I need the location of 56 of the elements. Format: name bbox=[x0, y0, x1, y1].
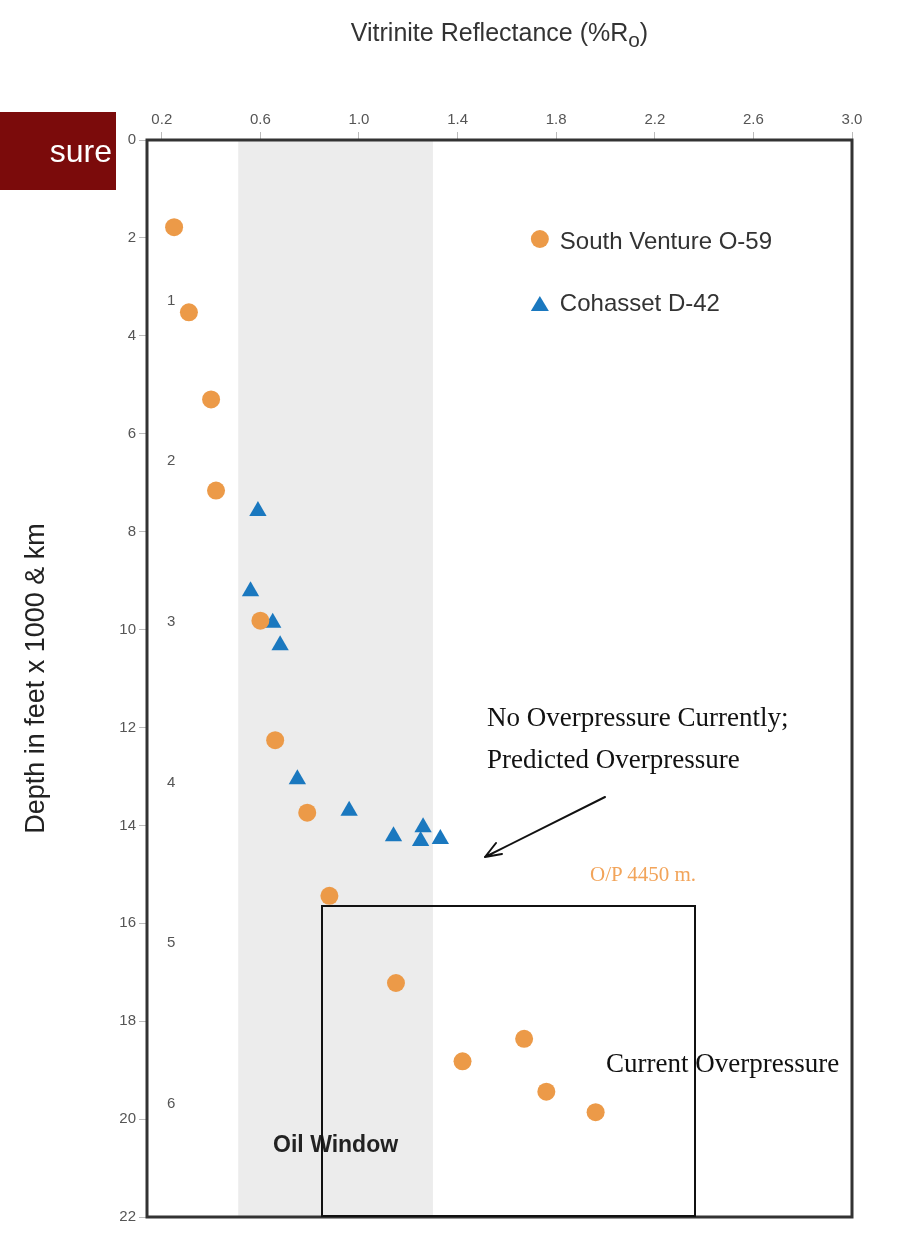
x-axis-title: Vitrinite Reflectance (%R$_{o}$) bbox=[349, 18, 650, 52]
y2-tick-label: 4 bbox=[167, 772, 176, 790]
y2-tick-label: 1 bbox=[167, 290, 176, 308]
point bbox=[249, 501, 267, 517]
x-tick-label: 1.4 bbox=[447, 110, 469, 128]
point bbox=[340, 800, 358, 816]
point bbox=[384, 826, 403, 842]
x-tick-label: 2.2 bbox=[644, 110, 666, 128]
y-tick-label: 0 bbox=[127, 130, 136, 148]
y2-tick-label: 6 bbox=[167, 1093, 176, 1111]
point bbox=[241, 581, 260, 597]
annotation: O/P 4450 m. bbox=[590, 862, 696, 886]
point bbox=[251, 611, 270, 630]
y-tick-label: 2 bbox=[127, 228, 136, 246]
y-tick-label: 20 bbox=[119, 1109, 136, 1127]
x-tick-label: 1.0 bbox=[348, 110, 370, 128]
x-tick-label: 3.0 bbox=[841, 110, 863, 128]
point bbox=[179, 303, 198, 322]
point bbox=[586, 1103, 605, 1122]
x-tick-label: 0.6 bbox=[249, 110, 271, 128]
y-tick-label: 22 bbox=[119, 1207, 136, 1225]
point bbox=[411, 831, 430, 847]
x-tick-label: 2.6 bbox=[742, 110, 764, 128]
point bbox=[266, 731, 285, 750]
legend-label: South Venture O-59 bbox=[559, 226, 773, 254]
point bbox=[537, 1082, 556, 1101]
point bbox=[288, 769, 307, 785]
y-tick-label: 14 bbox=[119, 815, 136, 833]
point bbox=[515, 1029, 534, 1048]
point bbox=[165, 218, 184, 237]
point bbox=[431, 829, 449, 845]
y-tick-label: 12 bbox=[119, 717, 136, 735]
y-tick-label: 4 bbox=[127, 325, 136, 343]
point bbox=[320, 886, 339, 905]
text: sure bbox=[0, 112, 116, 190]
y-tick-label: 16 bbox=[119, 913, 136, 931]
y2-tick-label: 3 bbox=[167, 611, 176, 629]
point bbox=[453, 1052, 472, 1071]
point bbox=[202, 390, 221, 409]
y2-tick-label: 2 bbox=[167, 451, 176, 469]
annotation: No Overpressure Currently; Predicted Overpressure bbox=[487, 701, 789, 776]
y-tick-label: 10 bbox=[119, 619, 136, 637]
annotation: Current Overpressure bbox=[606, 1047, 840, 1080]
legend-label: Cohasset D-42 bbox=[559, 288, 720, 316]
point bbox=[298, 803, 317, 822]
y-tick-label: 8 bbox=[127, 521, 136, 539]
x-tick-label: 1.8 bbox=[545, 110, 567, 128]
y2-tick-label: 5 bbox=[167, 933, 176, 951]
point bbox=[271, 635, 289, 651]
point bbox=[386, 974, 405, 992]
point bbox=[414, 817, 432, 833]
y-tick-label: 18 bbox=[119, 1011, 136, 1029]
y-tick-label: 6 bbox=[127, 423, 136, 441]
y-axis-title: Depth in feet x 1000 & km bbox=[19, 523, 50, 834]
point bbox=[207, 481, 226, 500]
x-tick-label: 0.2 bbox=[151, 110, 173, 128]
